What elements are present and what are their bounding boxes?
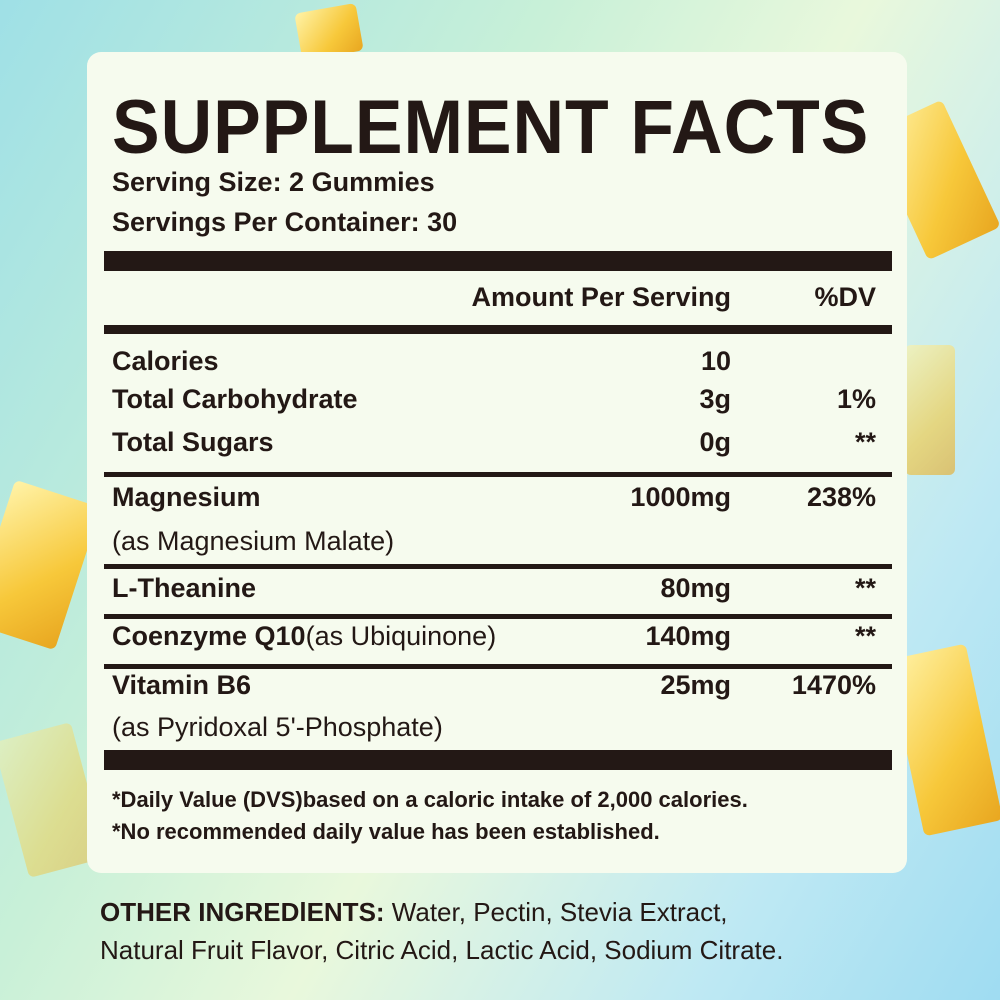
serving-size: Serving Size: 2 Gummies — [112, 167, 435, 197]
row-note: (as Magnesium Malate) — [112, 526, 395, 556]
other-ingredients-label: OTHER INGREDlENTS: — [100, 897, 385, 927]
divider — [104, 750, 892, 770]
amount-header: Amount Per Serving — [471, 282, 731, 312]
other-ingredients-text: Natural Fruit Flavor, Citric Acid, Lacti… — [100, 935, 784, 965]
row-dv: ** — [854, 427, 876, 457]
page-title: SUPPLEMENT FACTS — [112, 85, 870, 170]
divider — [104, 664, 892, 669]
divider — [104, 614, 892, 619]
supplement-facts-panel — [87, 52, 907, 873]
row-dv: 1470% — [791, 670, 876, 700]
row-dv: 238% — [806, 482, 876, 512]
row-amount: 25mg — [660, 670, 731, 700]
row-amount: 1000mg — [630, 482, 731, 512]
divider — [104, 472, 892, 477]
row-name: L-Theanine — [112, 573, 257, 603]
row-amount: 3g — [699, 384, 731, 414]
dv-header: %DV — [814, 282, 876, 312]
footnote: *No recommended daily value has been est… — [112, 819, 660, 844]
row-note: (as Ubiquinone) — [305, 621, 497, 651]
row-note: (as Pyridoxal 5'-Phosphate) — [112, 712, 443, 742]
row-amount: 10 — [700, 346, 731, 376]
row-amount: 0g — [699, 427, 731, 457]
row-name: Total Carbohydrate — [112, 384, 358, 414]
row-dv: ** — [854, 621, 876, 651]
servings-per-container: Servings Per Container: 30 — [112, 207, 458, 237]
row-amount: 140mg — [645, 621, 731, 651]
divider — [104, 564, 892, 569]
pineapple-chunk — [0, 479, 101, 651]
divider — [104, 325, 892, 334]
other-ingredients-text: Water, Pectin, Stevia Extract, — [384, 897, 728, 927]
other-ingredients: OTHER INGREDlENTS: Water, Pectin, Stevia… — [100, 897, 728, 928]
row-name: Vitamin B6 — [112, 670, 252, 700]
row-dv: ** — [854, 573, 876, 603]
row-name: Coenzyme Q10(as Ubiquinone) — [112, 621, 497, 651]
divider — [104, 251, 892, 271]
row-name: Calories — [112, 346, 219, 376]
row-dv: 1% — [836, 384, 876, 414]
row-name: Total Sugars — [112, 427, 274, 457]
footnote: *Daily Value (DVS)based on a caloric int… — [112, 787, 748, 812]
row-name: Magnesium — [112, 482, 261, 512]
pineapple-chunk — [905, 345, 955, 475]
row-amount: 80mg — [660, 573, 731, 603]
